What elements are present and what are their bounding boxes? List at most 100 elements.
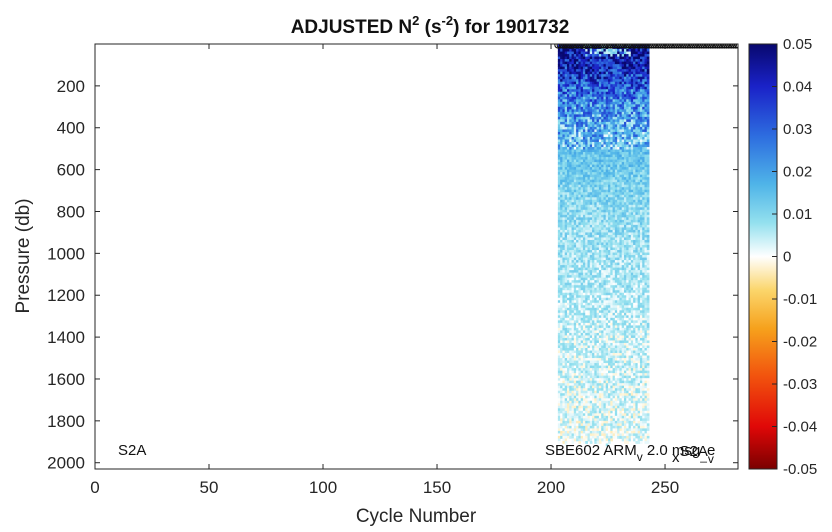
heatmap-cell bbox=[592, 51, 595, 55]
heatmap-cell bbox=[582, 272, 586, 276]
heatmap-cell bbox=[569, 242, 572, 246]
heatmap-cell bbox=[571, 119, 575, 123]
heatmap-cell bbox=[601, 182, 604, 186]
heatmap-cell bbox=[576, 295, 579, 299]
heatmap-cell bbox=[608, 347, 611, 351]
heatmap-cell bbox=[605, 51, 609, 55]
heatmap-cell bbox=[571, 250, 575, 253]
heatmap-cell bbox=[564, 89, 568, 93]
heatmap-cell bbox=[612, 320, 616, 324]
heatmap-cell bbox=[569, 152, 572, 155]
heatmap-cell bbox=[592, 430, 595, 434]
heatmap-cell bbox=[601, 428, 604, 432]
heatmap-cell bbox=[614, 255, 618, 258]
heatmap-cell bbox=[589, 222, 593, 226]
heatmap-cell bbox=[617, 222, 620, 226]
heatmap-cell bbox=[573, 327, 577, 331]
heatmap-cell bbox=[578, 74, 582, 78]
heatmap-cell bbox=[598, 164, 602, 168]
heatmap-cell bbox=[612, 390, 616, 394]
heatmap-cell bbox=[578, 234, 582, 238]
heatmap-cell bbox=[582, 302, 586, 306]
heatmap-cell bbox=[592, 250, 595, 253]
heatmap-cell bbox=[598, 285, 602, 289]
heatmap-cell bbox=[621, 438, 625, 442]
heatmap-cell bbox=[608, 355, 611, 359]
heatmap-cell bbox=[601, 84, 604, 88]
heatmap-cell bbox=[585, 340, 588, 344]
heatmap-cell bbox=[612, 174, 616, 178]
heatmap-cell bbox=[562, 141, 566, 145]
heatmap-cell bbox=[601, 405, 604, 409]
heatmap-cell bbox=[617, 199, 620, 203]
heatmap-cell bbox=[598, 214, 602, 218]
heatmap-cell bbox=[626, 325, 629, 329]
heatmap-cell bbox=[619, 358, 623, 361]
heatmap-cell bbox=[596, 287, 600, 291]
heatmap-cell bbox=[592, 242, 595, 246]
heatmap-cell bbox=[603, 255, 607, 258]
heatmap-cell bbox=[617, 400, 620, 404]
heatmap-cell bbox=[617, 340, 620, 344]
heatmap-cell bbox=[557, 144, 561, 148]
heatmap-cell bbox=[562, 204, 566, 208]
heatmap-cell bbox=[571, 149, 575, 153]
heatmap-cell bbox=[621, 212, 625, 216]
heatmap-cell bbox=[617, 119, 620, 123]
heatmap-cell bbox=[573, 239, 577, 243]
heatmap-cell bbox=[610, 320, 613, 324]
heatmap-cell bbox=[623, 300, 627, 304]
heatmap-cell bbox=[601, 79, 604, 83]
heatmap-cell bbox=[626, 250, 629, 253]
heatmap-cell bbox=[578, 270, 582, 274]
heatmap-cell bbox=[619, 204, 623, 208]
heatmap-cell bbox=[601, 234, 604, 238]
heatmap-cell bbox=[564, 330, 568, 334]
heatmap-cell bbox=[621, 430, 625, 434]
heatmap-cell bbox=[608, 353, 611, 356]
heatmap-cell bbox=[612, 154, 616, 158]
heatmap-cell bbox=[619, 368, 623, 371]
heatmap-cell bbox=[560, 408, 563, 412]
heatmap-cell bbox=[560, 106, 563, 110]
heatmap-cell bbox=[601, 114, 604, 118]
heatmap-cell bbox=[562, 154, 566, 158]
heatmap-cell bbox=[585, 182, 588, 186]
heatmap-cell bbox=[562, 365, 566, 369]
heatmap-cell bbox=[603, 134, 607, 138]
heatmap-cell bbox=[571, 129, 575, 133]
heatmap-cell bbox=[578, 106, 582, 110]
heatmap-cell bbox=[621, 61, 625, 65]
heatmap-cell bbox=[605, 116, 609, 120]
heatmap-cell bbox=[605, 255, 609, 258]
heatmap-cell bbox=[626, 106, 629, 110]
heatmap-cell bbox=[592, 217, 595, 221]
heatmap-cell bbox=[569, 164, 572, 168]
heatmap-cell bbox=[612, 292, 616, 296]
heatmap-cell bbox=[578, 91, 582, 95]
heatmap-cell bbox=[614, 192, 618, 196]
heatmap-cell bbox=[562, 227, 566, 231]
heatmap-cell bbox=[603, 139, 607, 143]
heatmap-cell bbox=[578, 187, 582, 191]
heatmap-cell bbox=[557, 433, 561, 437]
heatmap-cell bbox=[626, 360, 629, 364]
heatmap-cell bbox=[580, 368, 584, 371]
heatmap-cell bbox=[580, 49, 584, 52]
heatmap-cell bbox=[582, 219, 586, 223]
heatmap-cell bbox=[571, 184, 575, 188]
heatmap-cell bbox=[628, 86, 632, 90]
heatmap-cell bbox=[566, 242, 570, 246]
heatmap-cell bbox=[576, 267, 579, 271]
heatmap-cell bbox=[608, 418, 611, 422]
heatmap-cell bbox=[592, 157, 595, 160]
heatmap-cell bbox=[578, 116, 582, 120]
heatmap-cell bbox=[589, 49, 593, 52]
heatmap-cell bbox=[557, 265, 561, 268]
heatmap-cell bbox=[623, 360, 627, 364]
heatmap-cell bbox=[605, 91, 609, 95]
heatmap-cell bbox=[578, 322, 582, 326]
heatmap-cell bbox=[617, 147, 620, 150]
heatmap-cell bbox=[585, 400, 588, 404]
heatmap-cell bbox=[610, 368, 613, 371]
